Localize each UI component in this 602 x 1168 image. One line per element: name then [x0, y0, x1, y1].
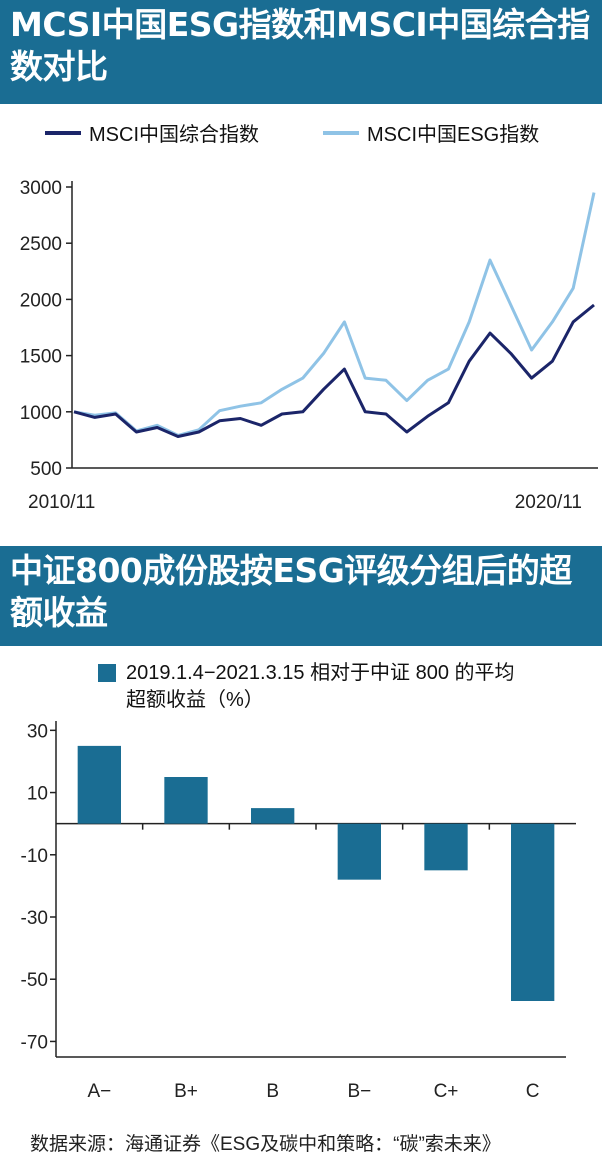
esg-index-line [73, 192, 596, 437]
bar-legend-line1: 2019.1.4−2021.3.15 相对于中证 800 的平均 [126, 662, 515, 684]
composite-index-line [73, 303, 595, 438]
bar-legend-text: 2019.1.4−2021.3.15 相对于中证 800 的平均 超额收益（%） [126, 660, 515, 714]
bar-chart-x-tick-label: C+ [434, 1081, 459, 1102]
composite-legend-label: MSCI中国综合指数 [89, 124, 259, 146]
bar-5 [424, 823, 468, 871]
bar-chart-legend: 2019.1.4−2021.3.15 相对于中证 800 的平均 超额收益（%） [98, 660, 515, 714]
bar-chart-title: 中证800成份股按ESG评级分组后的超额收益 [0, 546, 602, 646]
bar-chart-y-tick-label: -50 [21, 970, 48, 991]
bar-chart-y-tick-label: -10 [21, 846, 48, 867]
line-chart-y-tick-label: 1500 [20, 347, 62, 368]
line-chart-y-tick-label: 2000 [20, 290, 62, 311]
bar-chart-x-tick-label: C [526, 1081, 540, 1102]
line-chart-y-tick-label: 3000 [20, 178, 62, 199]
bar-3 [251, 808, 295, 824]
line-chart-y-tick-label: 1000 [20, 403, 62, 424]
bar-chart-x-tick-label: B [266, 1081, 279, 1102]
bar-chart-y-tick-label: -70 [21, 1032, 48, 1053]
line-chart-legend-composite: MSCI中国综合指数 [45, 118, 259, 147]
bar-chart-x-tick-label: B− [347, 1081, 371, 1102]
esg-legend-label: MSCI中国ESG指数 [367, 124, 540, 146]
esg-legend-swatch [323, 130, 359, 135]
bar-chart-y-tick-label: 30 [27, 721, 48, 742]
line-chart-title-text: MCSI中国ESG指数和MSCI中国综合指数对比 [10, 5, 590, 86]
line-chart-title: MCSI中国ESG指数和MSCI中国综合指数对比 [0, 0, 602, 104]
line-chart-x-tick-label: 2010/11 [28, 492, 95, 513]
bar-2 [164, 777, 208, 824]
bar-chart-y-tick-label: -30 [21, 908, 48, 929]
bar-1 [77, 745, 121, 824]
line-chart-x-tick-label: 2020/11 [515, 492, 582, 513]
line-chart-y-tick-label: 2500 [20, 234, 62, 255]
bar-chart-title-text: 中证800成份股按ESG评级分组后的超额收益 [10, 551, 572, 632]
line-chart-legend-esg: MSCI中国ESG指数 [323, 118, 539, 147]
composite-legend-swatch [45, 130, 81, 135]
bar-chart-x-tick-label: A− [87, 1081, 111, 1102]
bar-chart-x-tick-label: B+ [174, 1081, 198, 1102]
bar-chart: 30 10 -10 -30 -50 -70 A− B+ B B− C+ C [21, 721, 576, 1102]
line-chart: 3000 2500 2000 1500 1000 500 2010/11 2020/11 [20, 178, 598, 513]
line-chart-y-tick-label: 500 [30, 459, 62, 480]
bar-legend-swatch [98, 664, 116, 682]
bar-4 [337, 823, 381, 880]
source-note: 数据来源：海通证券《ESG及碳中和策略：“碳”索未来》 [30, 1134, 501, 1155]
bar-legend-line2: 超额收益（%） [126, 689, 264, 711]
bar-6 [511, 823, 555, 1001]
bar-chart-y-tick-label: 10 [27, 784, 48, 805]
